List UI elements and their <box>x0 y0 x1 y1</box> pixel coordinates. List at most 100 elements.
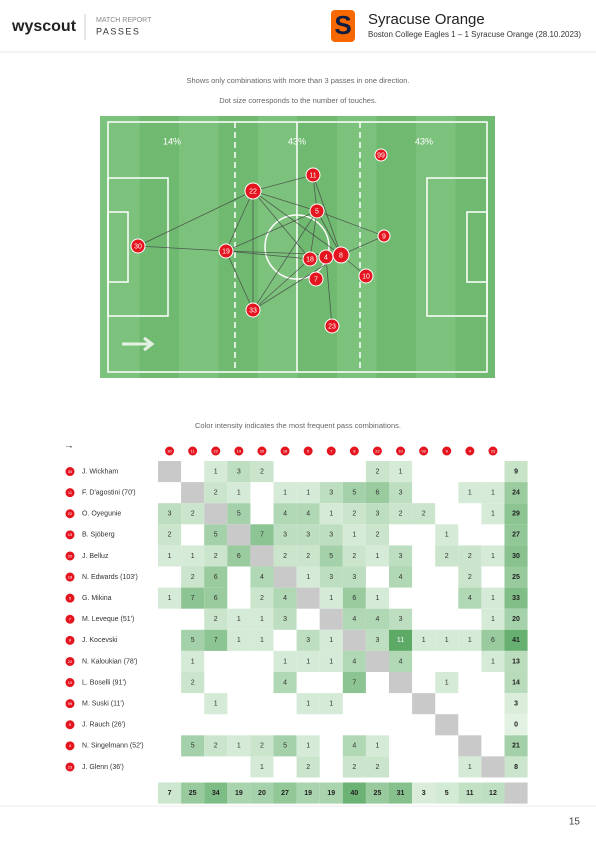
cell <box>481 587 505 609</box>
cell <box>365 461 389 483</box>
self-cell <box>365 650 389 672</box>
self-cell <box>389 672 413 694</box>
row-total: 41 <box>512 637 520 644</box>
cell <box>273 545 297 567</box>
column-total: 3 <box>422 790 426 797</box>
cell <box>342 608 366 630</box>
cell-value: 1 <box>468 489 472 496</box>
number-badge <box>65 551 75 561</box>
badge-number: 18 <box>283 448 288 453</box>
cell <box>365 629 389 651</box>
badge-number: 99 <box>68 701 73 706</box>
cell-value: 1 <box>445 679 449 686</box>
direction-arrow: → <box>64 441 74 452</box>
player-number: 22 <box>249 188 257 195</box>
pass-link <box>225 190 254 252</box>
cell <box>389 503 413 525</box>
number-badge <box>280 446 290 456</box>
cell <box>342 566 366 588</box>
total-cell <box>504 608 528 630</box>
cell-value: 7 <box>191 595 195 602</box>
player-number: 11 <box>309 172 316 179</box>
cell <box>227 503 251 525</box>
player-node <box>377 229 391 243</box>
cell <box>158 587 182 609</box>
cell-value: 5 <box>283 743 287 750</box>
cell-value: 1 <box>283 658 287 665</box>
match-info: Boston College Eagles 1 – 1 Syracuse Ora… <box>368 30 581 39</box>
cell-value: 1 <box>491 489 495 496</box>
badge-number: 5 <box>307 448 310 453</box>
number-badge <box>65 488 75 498</box>
cell-value: 2 <box>260 468 264 475</box>
cell-value: 2 <box>283 553 287 560</box>
cell <box>204 482 228 504</box>
badge-number: 9 <box>69 722 72 727</box>
cell-value: 1 <box>468 764 472 771</box>
column-total: 5 <box>445 790 449 797</box>
badge-number: 4 <box>469 448 472 453</box>
cell-value: 6 <box>237 553 241 560</box>
column-total: 12 <box>489 790 497 797</box>
cell-value: 5 <box>329 553 333 560</box>
cell-value: 5 <box>191 743 195 750</box>
player-nodes: 30 19 22 33 11 5 18 4 8 7 9 10 23 99 <box>130 148 391 334</box>
cell <box>181 587 205 609</box>
player-name: J. Wickham <box>82 468 118 475</box>
cell-value: 5 <box>352 489 356 496</box>
row-total: 14 <box>512 679 520 686</box>
player-name: G. Mikina <box>82 595 112 602</box>
cell-value: 1 <box>237 489 241 496</box>
cell <box>412 629 436 651</box>
row-total: 25 <box>512 574 520 581</box>
total-cell <box>504 735 528 757</box>
cell <box>319 629 343 651</box>
cell-value: 4 <box>399 574 403 581</box>
player-node <box>305 167 321 183</box>
cell-value: 1 <box>375 743 379 750</box>
self-cell <box>412 693 436 715</box>
cell <box>319 524 343 546</box>
number-badge <box>65 741 75 751</box>
player-name: J. Kocevski <box>82 637 118 644</box>
cell-value: 4 <box>352 616 356 623</box>
number-badge <box>65 509 75 519</box>
cell-value: 1 <box>491 553 495 560</box>
row-total: 0 <box>514 722 518 729</box>
cell <box>204 735 228 757</box>
cell <box>250 524 274 546</box>
total-cell <box>412 782 436 804</box>
cell <box>181 566 205 588</box>
cell-value: 2 <box>375 532 379 539</box>
self-cell <box>273 566 297 588</box>
number-badge <box>326 446 336 456</box>
cell <box>342 503 366 525</box>
zone-share: 43% <box>288 136 306 146</box>
cell <box>435 524 459 546</box>
cell <box>458 566 482 588</box>
player-node <box>244 182 262 200</box>
cell-value: 1 <box>237 637 241 644</box>
total-cell <box>458 782 482 804</box>
badge-number: 9 <box>446 448 449 453</box>
badge-number: 10 <box>398 448 403 453</box>
cell-value: 1 <box>329 595 333 602</box>
cell-value: 6 <box>214 595 218 602</box>
cell-value: 1 <box>237 743 241 750</box>
cell <box>158 524 182 546</box>
cell-value: 3 <box>329 489 333 496</box>
cell-value: 3 <box>168 511 172 518</box>
self-cell <box>158 461 182 483</box>
cell-value: 4 <box>352 658 356 665</box>
cell <box>227 545 251 567</box>
cell <box>204 608 228 630</box>
cell <box>342 545 366 567</box>
player-name: F. D'agostini (70') <box>82 489 136 496</box>
number-badge <box>188 446 198 456</box>
cell-value: 2 <box>468 553 472 560</box>
cell-value: 3 <box>375 511 379 518</box>
player-node <box>308 271 324 287</box>
row-total: 9 <box>514 468 518 475</box>
cell-value: 1 <box>375 595 379 602</box>
number-badge <box>234 446 244 456</box>
